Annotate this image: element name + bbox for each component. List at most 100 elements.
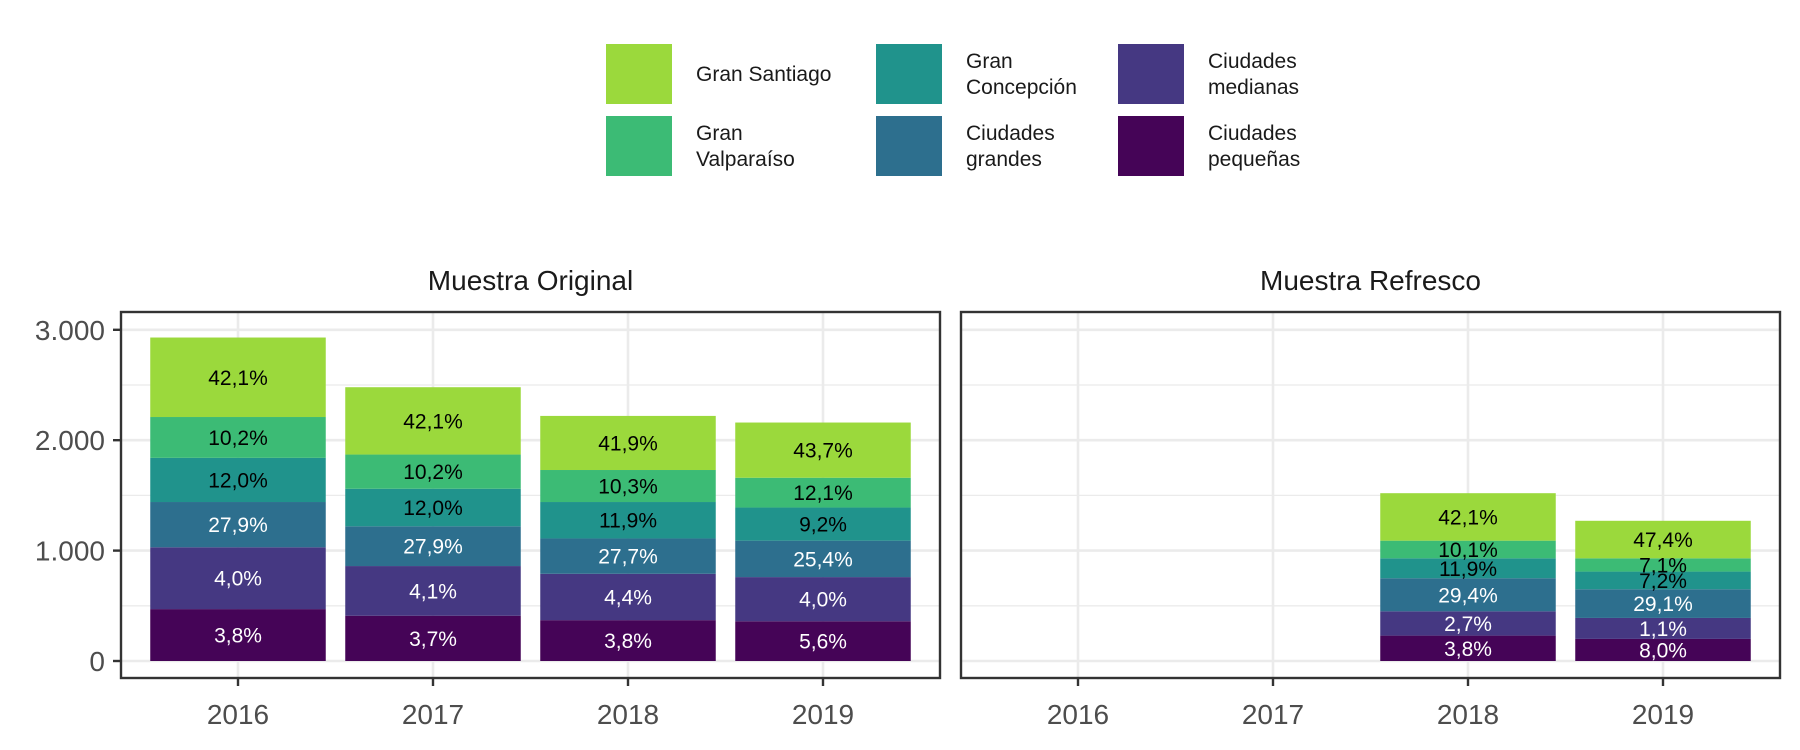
data-label: 27,9% (403, 536, 463, 559)
x-tick-label: 2018 (597, 699, 659, 730)
legend-item-gran-concepcion: Gran Concepción (876, 44, 1077, 104)
x-tick-label: 2017 (1242, 699, 1304, 730)
data-label: 41,9% (598, 432, 658, 455)
bar-2017: 3,7% 4,1% 27,9% 12,0% 10,2% 42,1% (345, 387, 521, 661)
bar-segment-gran-santiago (735, 422, 911, 478)
data-label: 12,1% (793, 482, 853, 505)
data-label: 7,2% (1639, 570, 1687, 593)
bar-segment-ciudades-grandes (150, 502, 326, 548)
bar-segment-ciudades-pequenas (735, 621, 911, 661)
bar-segment-ciudades-pequenas (150, 609, 326, 661)
panel-border (959, 310, 1782, 680)
bar-segment-ciudades-pequenas (540, 620, 716, 661)
data-label: 47,4% (1633, 529, 1693, 552)
data-label: 42,1% (403, 410, 463, 433)
bar-segment-gran-valparaiso (1575, 558, 1751, 572)
legend-label: Gran Valparaíso (696, 122, 795, 171)
bar-segment-ciudades-grandes (1575, 589, 1751, 618)
bar-segment-gran-valparaiso (735, 477, 911, 508)
data-label: 10,3% (598, 476, 658, 499)
data-label: 7,1% (1639, 554, 1687, 577)
legend-swatch (606, 116, 672, 176)
legend-label: Ciudades grandes (966, 122, 1055, 171)
legend-label: Gran Santiago (696, 63, 831, 86)
legend-swatch (1118, 116, 1184, 176)
bar-2019: 8,0%1,1%29,1%7,2%7,1%47,4% (1575, 520, 1751, 662)
y-tick-label: 1.000 (35, 536, 105, 567)
data-label: 12,0% (403, 497, 463, 520)
data-label: 29,4% (1438, 584, 1498, 607)
bar-segment-gran-santiago (150, 337, 326, 418)
legend-item-gran-santiago: Gran Santiago (606, 44, 831, 104)
data-label: 11,9% (1439, 558, 1497, 581)
bar-segment-gran-valparaiso (150, 417, 326, 458)
bar-segment-gran-concepcion (540, 502, 716, 539)
panel-title: Muestra Refresco (1260, 265, 1481, 296)
data-label: 8,0% (1639, 639, 1687, 662)
data-label: 2,7% (1444, 613, 1492, 636)
data-label: 3,8% (214, 625, 262, 648)
data-label: 43,7% (793, 440, 853, 463)
data-label: 5,6% (799, 631, 847, 654)
bar-segment-ciudades-medianas (150, 547, 326, 610)
data-label: 4,4% (604, 586, 652, 609)
bar-segment-gran-concepcion (345, 488, 521, 527)
bar-segment-gran-concepcion (735, 507, 911, 541)
bar-segment-gran-santiago (1575, 520, 1751, 559)
bar-2019: 5,6% 4,0% 25,4% 9,2% 12,1% 43,7% (735, 422, 911, 661)
bar-segment-ciudades-grandes (540, 538, 716, 574)
y-tick-label: 2.000 (35, 425, 105, 456)
x-tick-label: 2019 (1632, 699, 1694, 730)
x-tick-label: 2017 (402, 699, 464, 730)
legend-item-ciudades-grandes: Ciudades grandes (876, 116, 1055, 176)
data-label: 12,0% (208, 469, 268, 492)
bar-segment-ciudades-medianas (1575, 617, 1751, 639)
data-label: 3,8% (604, 630, 652, 653)
legend: Gran Santiago Gran Valparaíso Gran Concepció… (606, 44, 1300, 176)
data-label: 25,4% (793, 548, 853, 571)
data-label: 9,2% (799, 514, 847, 537)
x-tick-label: 2016 (1047, 699, 1109, 730)
legend-label: Ciudades pequeñas (1208, 122, 1300, 171)
x-axis: 2016 2017 2018 2019 (207, 678, 854, 730)
bar-segment-gran-concepcion (150, 457, 326, 503)
bar-segment-ciudades-medianas (735, 577, 911, 622)
bar-segment-ciudades-grandes (735, 540, 911, 578)
y-tick-label: 3.000 (35, 315, 105, 346)
legend-item-ciudades-pequenas: Ciudades pequeñas (1118, 116, 1300, 176)
bar-segment-ciudades-medianas (345, 566, 521, 616)
bar-segment-ciudades-pequenas (1380, 635, 1556, 661)
x-tick-label: 2016 (207, 699, 269, 730)
legend-label: Ciudades medianas (1208, 50, 1299, 99)
data-label: 3,7% (409, 628, 457, 651)
bar-segment-gran-valparaiso (345, 454, 521, 489)
bar-segment-ciudades-medianas (540, 573, 716, 621)
bar-segment-gran-valparaiso (1380, 540, 1556, 559)
bars: 3,8% 4,0% 27,9% 12,0% 10,2% 42,1% 3,7% 4,1% 27,9… (150, 337, 911, 661)
bar-segment-gran-santiago (1380, 493, 1556, 541)
data-label: 10,2% (403, 461, 463, 484)
data-label: 4,1% (409, 580, 457, 603)
bar-segment-gran-concepcion (1380, 558, 1556, 579)
legend-swatch (606, 44, 672, 104)
bar-segment-gran-concepcion (1575, 571, 1751, 590)
panel-muestra-original: Muestra Original 3,8% 4,0% 27,9% 12,0% 10,2% 4… (35, 265, 942, 730)
bar-2016: 3,8% 4,0% 27,9% 12,0% 10,2% 42,1% (150, 337, 326, 661)
data-label: 42,1% (208, 367, 268, 390)
data-label: 4,0% (214, 568, 262, 591)
bar-segment-ciudades-grandes (1380, 578, 1556, 612)
y-axis: 0 1.000 2.000 3.000 (35, 315, 121, 677)
legend-item-ciudades-medianas: Ciudades medianas (1118, 44, 1299, 104)
data-label: 11,9% (599, 510, 657, 533)
bar-2018: 3,8%2,7% 29,4% 11,9%10,1% 42,1% (1380, 493, 1556, 661)
legend-label: Gran Concepción (966, 50, 1077, 99)
data-label: 29,1% (1633, 593, 1693, 616)
data-label: 1,1% (1639, 618, 1687, 641)
data-label: 27,7% (598, 546, 658, 569)
bars: 3,8%2,7% 29,4% 11,9%10,1% 42,1% 8,0%1,1%29,1… (1380, 493, 1751, 662)
bar-segment-ciudades-medianas (1380, 611, 1556, 636)
bar-segment-ciudades-grandes (345, 526, 521, 567)
bar-segment-gran-santiago (345, 387, 521, 455)
y-tick-label: 0 (89, 646, 105, 677)
